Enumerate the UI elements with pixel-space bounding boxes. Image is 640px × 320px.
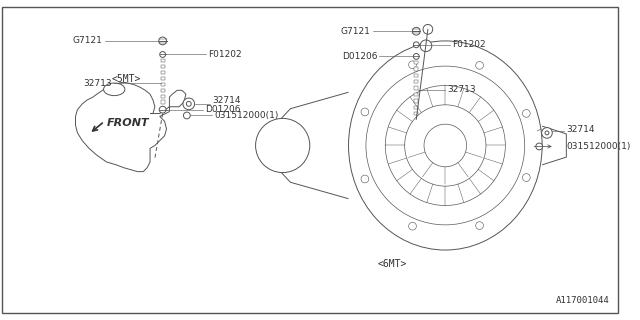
Circle shape xyxy=(536,143,543,150)
Bar xyxy=(414,99,418,103)
Bar xyxy=(161,65,164,68)
Text: G7121: G7121 xyxy=(341,27,371,36)
Circle shape xyxy=(545,131,549,135)
Bar xyxy=(414,86,418,90)
Circle shape xyxy=(423,24,433,34)
Circle shape xyxy=(361,108,369,116)
Bar xyxy=(161,59,164,62)
Circle shape xyxy=(476,61,483,69)
Circle shape xyxy=(160,52,166,57)
Circle shape xyxy=(184,112,190,119)
Bar xyxy=(414,80,418,84)
Bar xyxy=(161,89,164,92)
Text: A117001044: A117001044 xyxy=(556,296,610,305)
Circle shape xyxy=(183,98,195,110)
Bar xyxy=(414,74,418,77)
Circle shape xyxy=(476,222,483,229)
Text: 32713: 32713 xyxy=(447,85,476,94)
Bar xyxy=(414,106,418,109)
Text: FRONT: FRONT xyxy=(106,118,149,128)
Text: G7121: G7121 xyxy=(73,36,102,45)
Text: 32714: 32714 xyxy=(566,124,595,133)
Circle shape xyxy=(159,37,166,45)
Circle shape xyxy=(409,222,417,230)
Circle shape xyxy=(186,101,191,106)
Circle shape xyxy=(412,28,420,35)
Text: D01206: D01206 xyxy=(205,105,241,114)
Bar xyxy=(414,67,418,71)
Circle shape xyxy=(541,128,552,138)
Bar xyxy=(161,77,164,80)
Text: 32713: 32713 xyxy=(84,78,112,88)
Circle shape xyxy=(522,174,530,181)
Bar xyxy=(414,93,418,96)
Bar xyxy=(414,112,418,116)
Polygon shape xyxy=(76,83,186,172)
Circle shape xyxy=(420,40,432,52)
Bar xyxy=(161,94,164,98)
Text: D01206: D01206 xyxy=(342,52,378,61)
Bar xyxy=(414,61,418,64)
Text: F01202: F01202 xyxy=(452,40,486,49)
Circle shape xyxy=(413,42,419,48)
Ellipse shape xyxy=(349,41,542,250)
Circle shape xyxy=(413,53,419,59)
Circle shape xyxy=(522,109,530,117)
Text: 031512000(1): 031512000(1) xyxy=(214,111,278,120)
Text: 32714: 32714 xyxy=(212,96,241,106)
Text: <5MT>: <5MT> xyxy=(111,74,141,84)
Circle shape xyxy=(361,175,369,183)
Ellipse shape xyxy=(104,83,125,96)
Text: 031512000(1): 031512000(1) xyxy=(566,142,630,151)
Text: <6MT>: <6MT> xyxy=(378,259,407,268)
Circle shape xyxy=(409,61,417,68)
Circle shape xyxy=(255,118,310,172)
Bar xyxy=(161,100,164,104)
Bar xyxy=(161,83,164,86)
Text: F01202: F01202 xyxy=(208,50,242,59)
Bar xyxy=(161,71,164,74)
Circle shape xyxy=(159,106,166,113)
